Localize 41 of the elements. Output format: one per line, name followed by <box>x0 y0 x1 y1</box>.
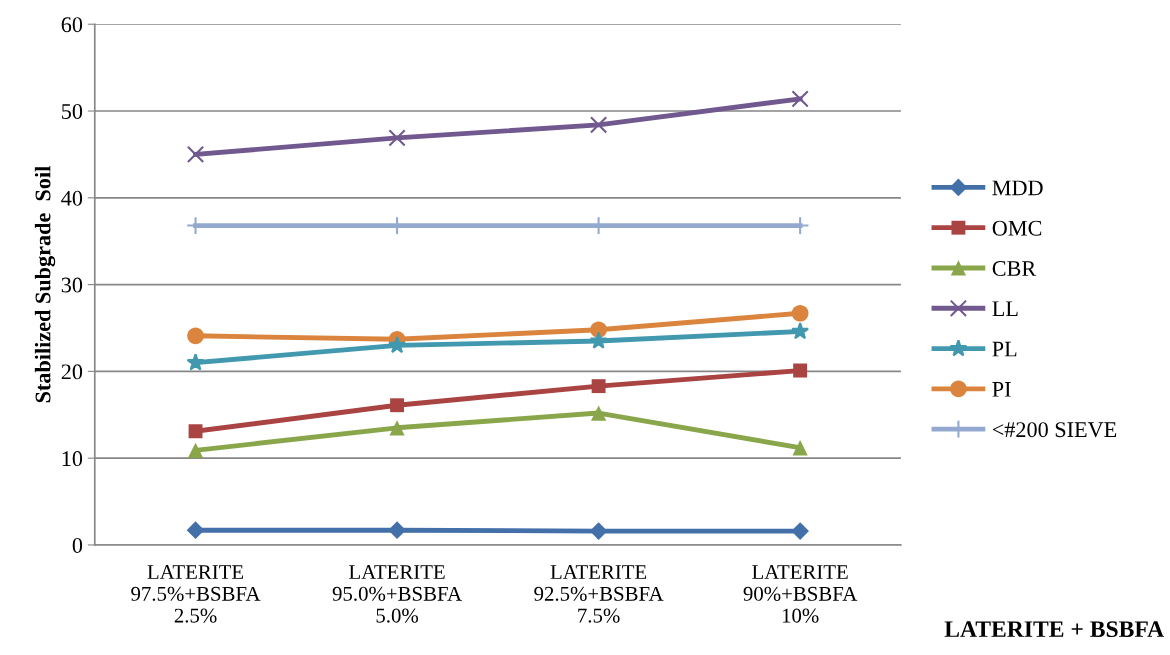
point <box>793 363 808 378</box>
legend-label: MDD <box>992 180 1043 196</box>
legend-label: PL <box>992 341 1017 357</box>
point <box>388 335 407 354</box>
point <box>589 331 608 349</box>
x-tick-label: LATERITE 92.5%+BSBFA 7.5% <box>534 565 664 623</box>
y-tick-label: 30 <box>61 277 83 293</box>
y-tick-label: 50 <box>62 103 83 119</box>
legend-label: OMC <box>992 220 1042 236</box>
point <box>186 145 205 164</box>
legend-label: LL <box>992 301 1018 317</box>
point <box>390 398 405 413</box>
point <box>188 424 203 439</box>
x-tick-label: LATERITE 97.5%+BSBFA 2.5% <box>131 565 261 623</box>
point <box>187 327 204 345</box>
point <box>388 521 406 540</box>
x-tick-label: LATERITE 95.0%+BSBFA 5.0% <box>332 565 462 623</box>
point <box>791 304 809 322</box>
y-tick-label: 10 <box>62 451 83 467</box>
point <box>791 522 809 540</box>
point <box>186 353 205 371</box>
y-tick-label: 40 <box>61 190 83 206</box>
legend-label: PI <box>992 382 1011 397</box>
point <box>791 90 809 108</box>
y-tick-label: 60 <box>61 17 83 33</box>
point <box>590 405 607 421</box>
point <box>591 379 606 394</box>
point <box>187 442 204 458</box>
legend-label: <#200 SIEVE <box>992 422 1117 438</box>
point <box>792 440 808 456</box>
point <box>589 116 608 134</box>
y-tick-label: 0 <box>72 537 83 553</box>
point <box>389 420 405 436</box>
x-axis-title: LATERITE + BSBFA <box>944 621 1164 638</box>
legend-label: CBR <box>992 261 1037 276</box>
x-tick-label: LATERITE 90%+BSBFA 10% <box>743 565 858 623</box>
point <box>186 521 205 540</box>
point <box>388 129 406 147</box>
y-tick-label: 20 <box>61 364 83 380</box>
y-axis-title: Stabilized Subgrade Soil <box>34 166 56 403</box>
point <box>791 322 810 340</box>
